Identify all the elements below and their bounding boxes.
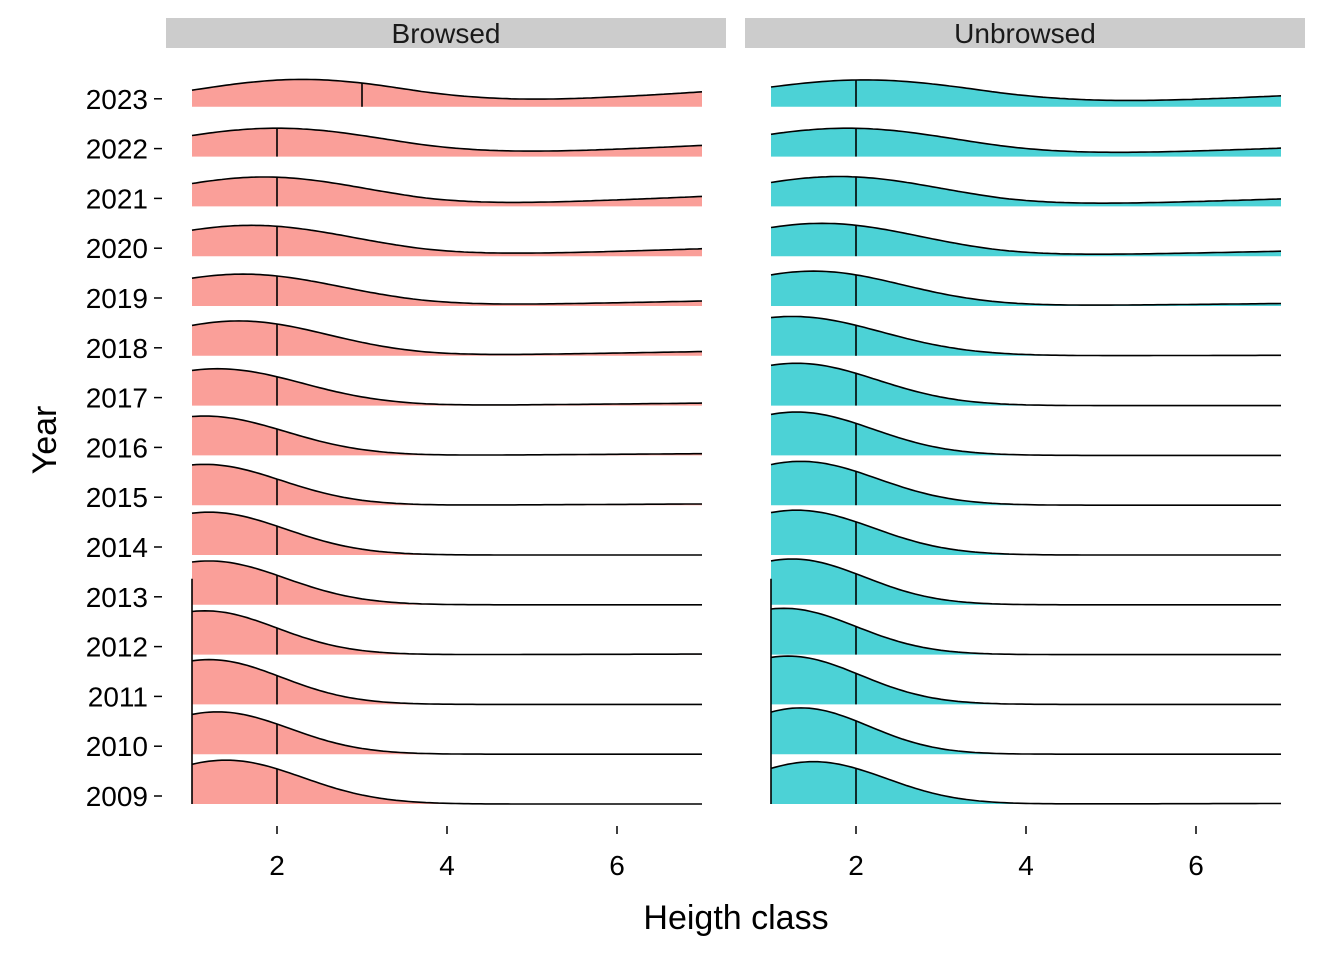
ridge-area-2009 — [771, 761, 1281, 804]
ridge-area-2016 — [771, 412, 1281, 456]
facet-strip — [166, 18, 726, 48]
ridge-line-2010 — [770, 707, 1281, 755]
x-tick-label: 4 — [439, 850, 455, 881]
ridge-line-2009 — [191, 759, 702, 805]
y-tick-label: 2020 — [86, 233, 148, 264]
y-axis-title: Year — [26, 406, 64, 475]
ridge-area-2011 — [771, 656, 1281, 705]
ridge-area-2020 — [771, 223, 1281, 257]
ridge-line-2015 — [770, 460, 1281, 506]
ridge-line-2018 — [770, 315, 1281, 357]
ridge-line-2010 — [191, 711, 702, 755]
ridge-line-2023 — [191, 78, 703, 100]
ridge-area-2022 — [192, 128, 702, 157]
y-tick-label: 2017 — [86, 383, 148, 414]
y-tick-label: 2013 — [86, 582, 148, 613]
ridge-line-2021 — [770, 175, 1282, 204]
ridge-line-2016 — [191, 415, 702, 456]
y-tick-label: 2023 — [86, 84, 148, 115]
ridge-line-2011 — [191, 658, 702, 706]
ridge-area-2019 — [771, 271, 1281, 306]
ridge-area-2019 — [192, 274, 702, 306]
y-tick-label: 2010 — [86, 731, 148, 762]
ridge-area-2010 — [771, 707, 1281, 755]
ridge-line-2012 — [191, 609, 702, 656]
facet-browsed: Browsed 2 4 6 — [166, 18, 726, 881]
ridge-area-2013 — [771, 559, 1281, 605]
x-tick-label: 2 — [269, 850, 285, 881]
ridge-area-2018 — [771, 316, 1281, 356]
ridge-area-2018 — [192, 320, 702, 356]
ridge-line-2014 — [191, 511, 702, 556]
ridge-area-2015 — [771, 461, 1281, 506]
ridge-area-2010 — [192, 711, 702, 755]
ridge-line-2021 — [191, 176, 703, 204]
y-axis: 2009 2010 2011 2012 2013 2014 2015 2016 2017 2018… — [86, 84, 162, 812]
y-tick-label: 2022 — [86, 134, 148, 165]
facet-unbrowsed: Unbrowsed 2 4 6 — [745, 18, 1305, 881]
facet-panels: Browsed 2 4 6 Unbrowsed 2 4 6 — [166, 18, 1305, 881]
ridge-area-2021 — [192, 177, 702, 207]
y-tick-label: 2011 — [88, 681, 148, 712]
ridge-line-2017 — [770, 362, 1281, 407]
facet-strip — [745, 18, 1305, 48]
x-tick-label: 2 — [848, 850, 864, 881]
ridge-area-2023 — [192, 79, 702, 107]
x-tick-label: 6 — [1188, 850, 1204, 881]
ridge-area-2011 — [192, 659, 702, 705]
x-tick-label: 4 — [1018, 850, 1034, 881]
ridge-area-2012 — [771, 608, 1281, 655]
y-tick-label: 2014 — [86, 532, 148, 563]
ridge-area-2022 — [771, 128, 1281, 157]
ridge-area-2009 — [192, 760, 702, 804]
ridge-area-2015 — [192, 464, 702, 506]
ridge-area-2012 — [192, 610, 702, 655]
y-tick-label: 2016 — [86, 432, 148, 463]
y-tick-label: 2009 — [86, 781, 148, 812]
ridge-line-2022 — [191, 127, 703, 152]
ridge-area-2013 — [192, 561, 702, 605]
y-tick-label: 2021 — [86, 183, 148, 214]
ridge-area-2016 — [192, 416, 702, 456]
x-tick-label: 6 — [609, 850, 625, 881]
ridge-area-2014 — [192, 512, 702, 555]
ridge-area-2017 — [771, 363, 1281, 406]
ridge-area-2014 — [771, 510, 1281, 555]
y-tick-label: 2015 — [86, 482, 148, 513]
facet-strip-label: Browsed — [392, 18, 501, 49]
facet-strip-label: Unbrowsed — [954, 18, 1096, 49]
ridge-area-2017 — [192, 368, 702, 406]
ridge-area-2020 — [192, 225, 702, 257]
y-tick-label: 2019 — [86, 283, 148, 314]
x-axis-title: Heigth class — [643, 899, 828, 937]
y-tick-label: 2012 — [86, 632, 148, 663]
y-tick-label: 2018 — [86, 333, 148, 364]
ridge-area-2021 — [771, 176, 1281, 207]
ridge-area-2023 — [771, 79, 1281, 107]
ridge-line-2012 — [770, 607, 1281, 656]
